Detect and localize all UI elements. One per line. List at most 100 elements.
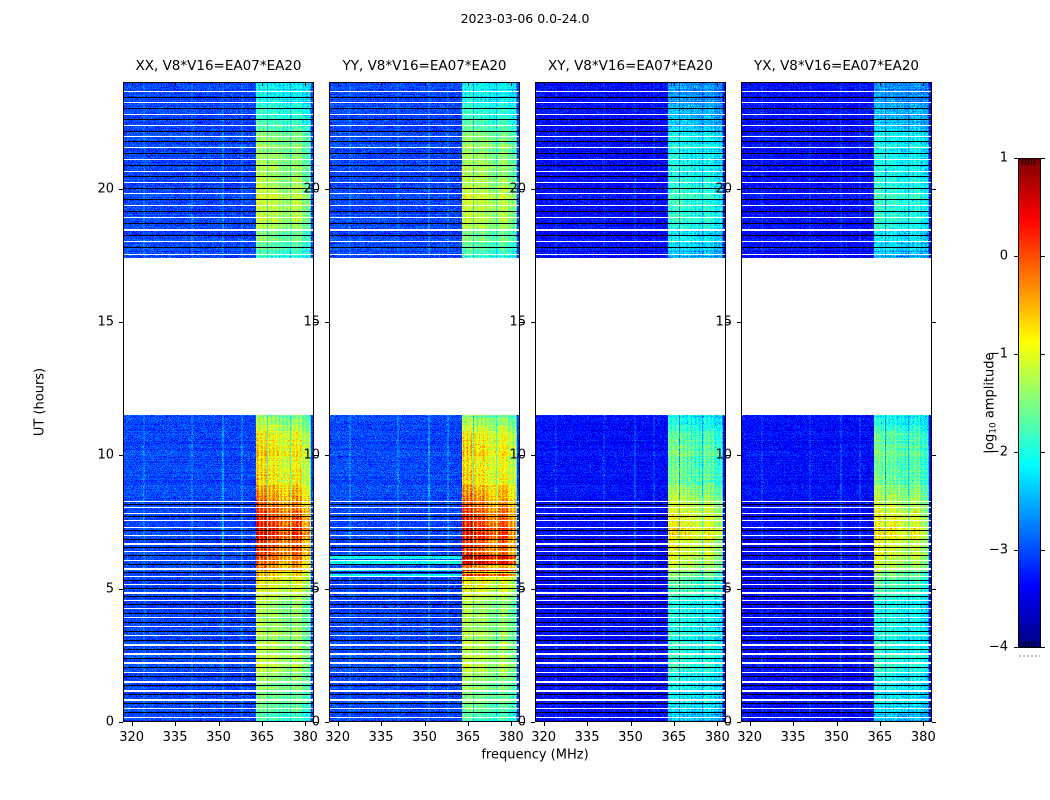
x-tick-label: 350 (206, 730, 231, 745)
y-tick-right (520, 722, 524, 723)
x-tick-top (836, 82, 838, 86)
panel-xy[interactable]: XY, V8*V16=EA07*EA20 320 335 350 365 380 0 5 10 1… (509, 58, 730, 745)
y-tick-right (726, 322, 730, 323)
x-tick-label: 380 (498, 730, 524, 745)
panel-yx[interactable]: YX, V8*V16=EA07*EA20 320 335 350 365 380 0 5 10 1… (715, 58, 936, 745)
colorbar-tick-label: −1 (988, 346, 1008, 362)
colorbar-tick-right (1040, 550, 1045, 551)
x-tick-label: 365 (455, 730, 481, 745)
x-tick (131, 722, 133, 726)
x-tick-label: 320 (737, 730, 763, 745)
colorbar-label-subscript: 10 (988, 422, 999, 434)
x-tick (175, 722, 177, 726)
colorbar-tick-right (1040, 158, 1045, 159)
x-tick-label: 320 (119, 730, 145, 745)
y-tick (531, 588, 535, 590)
colorbar-tick-label: −4 (988, 639, 1008, 655)
x-tick-label: 365 (249, 730, 275, 745)
y-tick (737, 588, 741, 590)
y-tick-right (726, 588, 730, 590)
colorbar-label-base: log (982, 433, 998, 454)
x-tick-label: 335 (368, 730, 394, 745)
x-tick-label: 350 (412, 730, 437, 745)
y-tick (119, 722, 123, 723)
x-tick (511, 722, 513, 726)
axes-yx[interactable] (741, 82, 932, 722)
axes-yy[interactable] (329, 82, 520, 722)
y-tick (737, 722, 741, 723)
x-tick-top (218, 82, 220, 86)
y-tick (325, 588, 329, 590)
x-tick-label: 380 (292, 730, 318, 745)
y-tick-right (314, 322, 318, 323)
x-tick-top (587, 82, 589, 86)
y-tick-right (520, 455, 524, 457)
y-tick (325, 188, 329, 190)
x-tick (630, 722, 632, 726)
y-tick-label: 5 (311, 581, 320, 597)
y-tick-label: 10 (509, 447, 526, 463)
colorbar-tick-label: 0 (999, 248, 1008, 264)
x-tick-top (261, 82, 263, 86)
y-tick-right (726, 455, 730, 457)
y-tick-label: 20 (509, 181, 526, 197)
x-tick-top (337, 82, 339, 86)
y-tick-label: 15 (715, 314, 732, 330)
colorbar-tick-right (1040, 256, 1045, 257)
y-tick (737, 188, 741, 190)
y-tick-right (726, 722, 730, 723)
y-tick (531, 322, 535, 323)
x-tick (381, 722, 383, 726)
x-tick-label: 350 (618, 730, 643, 745)
axes-xx[interactable] (123, 82, 314, 722)
colorbar[interactable]: −4 −3 −2 −1 0 1 (989, 151, 1045, 657)
y-axis-label: UT (hours) (32, 367, 48, 437)
x-tick-label: 335 (574, 730, 600, 745)
panel-xx[interactable]: XX, V8*V16=EA07*EA20 320 335 350 365 380 0 5 10 1… (97, 58, 318, 745)
y-tick-label: 5 (105, 581, 114, 597)
y-tick-label: 20 (715, 181, 732, 197)
y-tick-right (520, 588, 524, 590)
x-tick (337, 722, 339, 726)
y-tick-right (932, 322, 936, 323)
colorbar-tick (1014, 647, 1019, 648)
x-tick-top (923, 82, 925, 86)
y-tick-right (726, 188, 730, 190)
panel-yy[interactable]: YY, V8*V16=EA07*EA20 320 335 350 365 380 0 5 10 1… (303, 58, 524, 745)
panel-title-yx: YX, V8*V16=EA07*EA20 (753, 58, 920, 74)
colorbar-under-marker (1019, 655, 1040, 657)
y-tick-right (520, 322, 524, 323)
x-tick (305, 722, 307, 726)
y-tick-right (520, 188, 524, 190)
x-tick (923, 722, 925, 726)
axes-xy[interactable] (535, 82, 726, 722)
x-tick-top (717, 82, 719, 86)
y-tick (531, 722, 535, 723)
y-tick-label: 20 (303, 181, 320, 197)
y-tick-right (314, 722, 318, 723)
x-tick-label: 320 (531, 730, 557, 745)
waterfall-image-yy (330, 83, 519, 721)
y-tick-right (314, 455, 318, 457)
colorbar-tick-right (1040, 354, 1045, 355)
x-tick-top (543, 82, 545, 86)
y-tick-label: 10 (715, 447, 732, 463)
y-tick-right (932, 588, 936, 590)
x-tick (424, 722, 426, 726)
y-tick (531, 455, 535, 457)
y-tick-label: 15 (509, 314, 526, 330)
x-tick-top (630, 82, 632, 86)
y-tick (325, 455, 329, 457)
x-tick-top (131, 82, 133, 86)
x-tick (749, 722, 751, 726)
colorbar-tick-label: −2 (988, 444, 1008, 460)
y-tick-label: 0 (311, 714, 320, 730)
x-tick (836, 722, 838, 726)
y-tick (119, 188, 123, 190)
panel-title-xy: XY, V8*V16=EA07*EA20 (547, 58, 714, 74)
x-tick (879, 722, 881, 726)
x-tick-label: 335 (780, 730, 806, 745)
x-tick-label: 320 (325, 730, 351, 745)
y-tick-right (932, 188, 936, 190)
